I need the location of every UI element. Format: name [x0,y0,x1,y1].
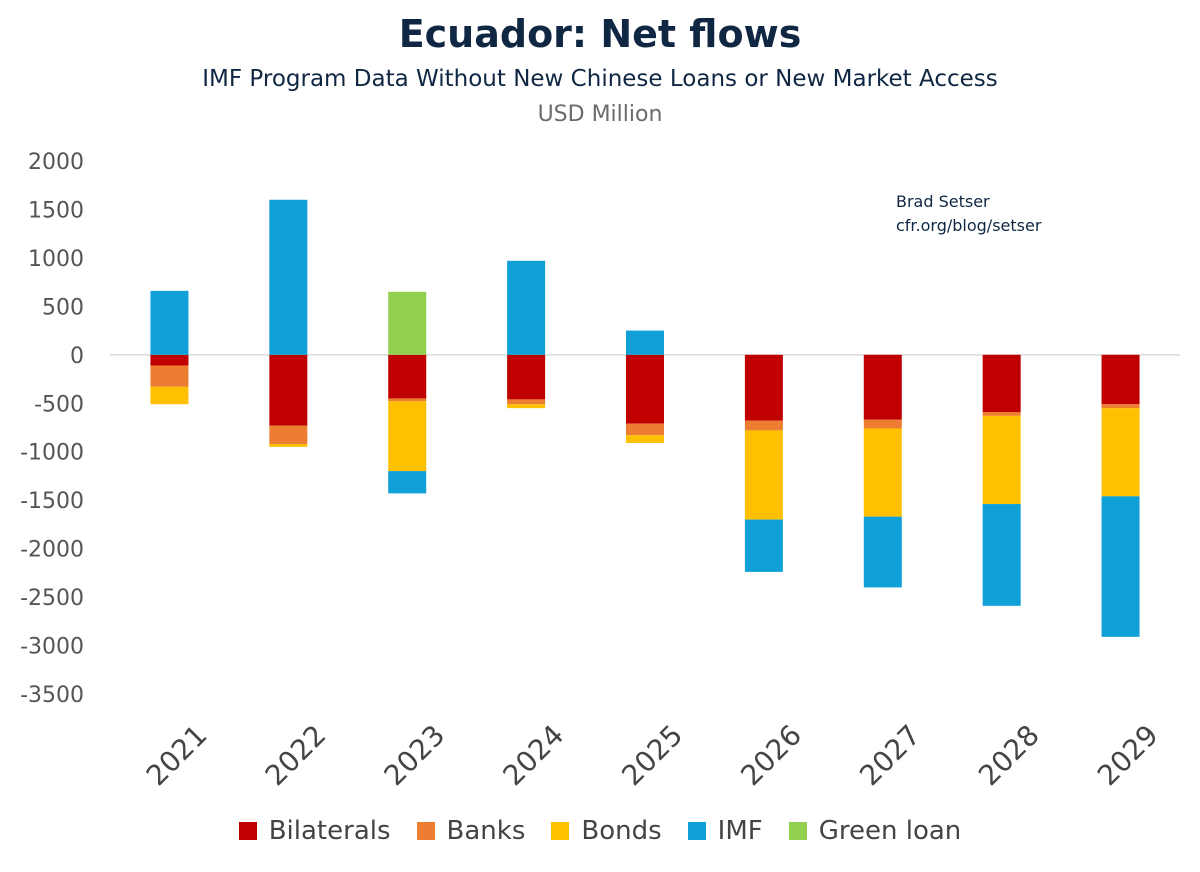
legend-label: Bilaterals [268,816,391,846]
legend-item: Banks [416,816,526,846]
legend-label: Banks [446,816,526,846]
bar-2021-banks [150,365,189,387]
bar-2023-banks [388,398,427,402]
bar-2025-banks [626,423,664,436]
credit-author: Brad Setser [896,192,990,211]
x-axis: 2021 2022 2023 2024 2025 2026 2027 2028 2029 [140,718,1165,792]
x-tick-label: 2026 [734,718,808,792]
bar-2028-imf [982,504,1021,606]
legend-swatch [687,822,706,840]
y-tick-label: 2000 [28,150,84,175]
legend-swatch [551,822,570,840]
bar-2021-bilaterals [150,354,189,366]
bar-2023-imf [388,471,427,494]
bar-2026-bilaterals [744,354,783,421]
bar-2022-bilaterals [269,354,308,426]
x-tick-label: 2027 [853,718,927,792]
bar-2021-bonds [150,386,189,405]
y-tick-label: -500 [34,392,84,417]
y-tick-label: 0 [70,344,84,369]
x-tick-label: 2029 [1091,718,1165,792]
y-tick-label: 1000 [28,247,84,272]
bar-2026-bonds [744,430,783,520]
bar-2028-bilaterals [982,354,1021,412]
bar-2027-imf [863,516,902,588]
x-tick-label: 2023 [378,718,452,792]
y-tick-label: -2500 [20,586,84,611]
bar-2029-bilaterals [1101,354,1140,405]
bar-2025-imf [626,330,664,355]
y-tick-label: -3500 [20,683,84,708]
legend-label: Bonds [581,816,662,846]
bar-2022-banks [269,425,308,444]
legend-swatch [238,822,257,840]
legend-label: Green loan [818,816,962,846]
legend-item: Bonds [551,816,662,846]
bar-2026-banks [744,420,783,431]
bar-2028-banks [982,411,1021,416]
bar-2022-imf [269,199,308,355]
bar-2027-bonds [863,428,902,517]
bar-2028-bonds [982,415,1021,505]
bar-2027-banks [863,419,902,429]
bar-2027-bilaterals [863,354,902,420]
legend-swatch [788,822,807,840]
credit-url: cfr.org/blog/setser [896,216,1042,235]
x-tick-label: 2024 [497,718,571,792]
legend-item: IMF [687,816,763,846]
bar-2029-imf [1101,496,1140,637]
y-tick-label: -1500 [20,489,84,514]
x-tick-label: 2021 [140,718,214,792]
bar-2023-bilaterals [388,354,427,399]
bars [150,199,1140,637]
chart-subtitle: IMF Program Data Without New Chinese Loa… [202,66,998,92]
y-axis: 2000 1500 1000 500 0 -500 -1000 -1500 -2000 -2500… [20,150,84,708]
legend-item: Bilaterals [238,816,391,846]
x-tick-label: 2025 [615,718,689,792]
bar-2029-bonds [1101,408,1140,497]
bar-2024-imf [507,260,546,355]
bar-2022-bonds [269,443,308,447]
bar-2023-bonds [388,401,427,472]
legend-label: IMF [717,816,763,846]
bar-2026-imf [744,519,783,572]
y-tick-label: -1000 [20,441,84,466]
bar-2023-green-loan [388,291,427,355]
legend-swatch [416,822,435,840]
credit-annotation: Brad Setser cfr.org/blog/setser [896,190,1041,238]
bar-2025-bonds [626,435,664,444]
bar-2029-banks [1101,404,1140,409]
x-tick-label: 2028 [972,718,1046,792]
y-tick-label: 1500 [28,198,84,223]
y-tick-label: -2000 [20,538,84,563]
y-tick-label: -3000 [20,635,84,660]
chart-title: Ecuador: Net flows [398,12,802,56]
bar-2024-bilaterals [507,354,546,400]
bar-2025-bilaterals [626,354,664,424]
legend-item: Green loan [788,816,962,846]
legend: Bilaterals Banks Bonds IMF Green loan [0,816,1200,846]
y-tick-label: 500 [42,295,84,320]
bar-2024-bonds [507,404,546,409]
x-tick-label: 2022 [259,718,333,792]
chart-units: USD Million [537,102,663,127]
bar-2024-banks [507,399,546,405]
bar-2021-imf [150,290,189,355]
